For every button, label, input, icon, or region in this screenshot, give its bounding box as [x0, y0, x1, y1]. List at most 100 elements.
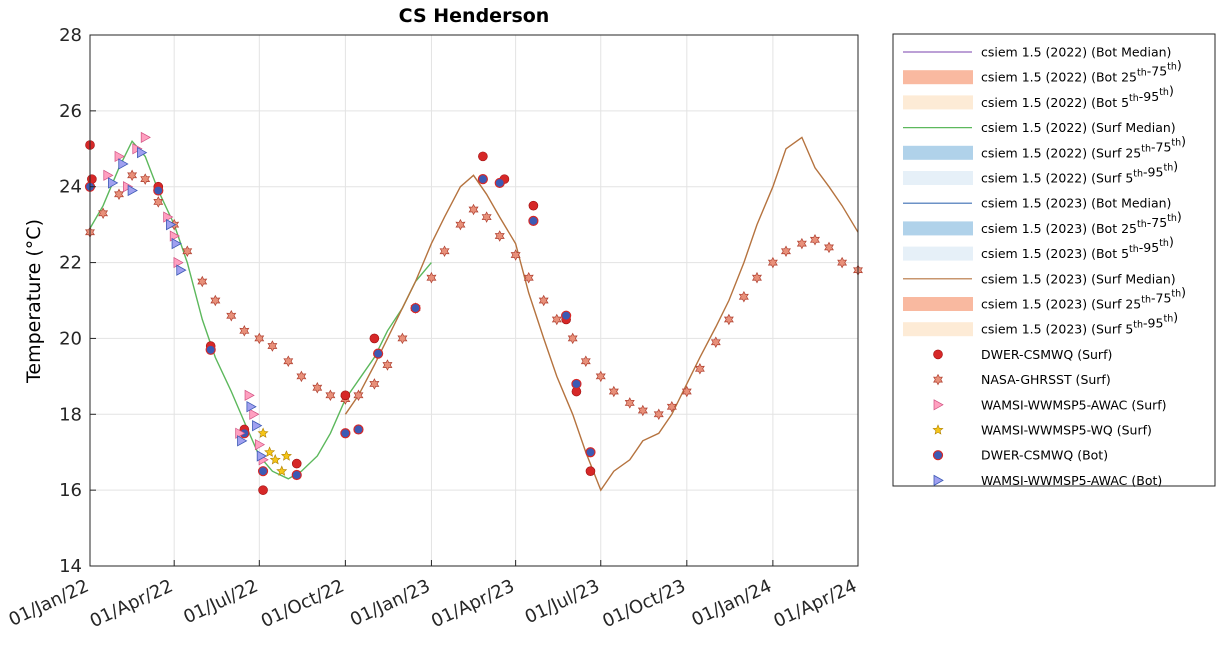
- data-point: [276, 465, 288, 476]
- series-layer: [84, 131, 863, 495]
- data-point: [280, 450, 292, 461]
- data-point: [239, 325, 250, 337]
- legend-label: csiem 1.5 (2023) (Bot Median): [981, 196, 1171, 211]
- series-3: [85, 140, 596, 495]
- data-point: [538, 294, 549, 307]
- legend-entry: WAMSI-WWMSP5-AWAC (Bot): [933, 473, 1162, 488]
- chart-title: CS Henderson: [399, 5, 550, 27]
- legend-entry: csiem 1.5 (2022) (Surf 5th-95th): [903, 159, 1178, 186]
- data-point: [140, 131, 151, 144]
- data-point: [353, 389, 364, 402]
- data-point: [291, 469, 302, 481]
- data-point: [738, 290, 749, 303]
- data-point: [528, 215, 539, 226]
- data-point: [205, 344, 216, 355]
- data-point: [478, 151, 488, 162]
- data-point: [494, 230, 505, 242]
- legend-entry: NASA-GHRSST (Surf): [933, 372, 1111, 387]
- data-point: [256, 450, 268, 462]
- data-point: [269, 454, 281, 465]
- series-7: [257, 427, 292, 476]
- legend-entry: csiem 1.5 (2022) (Bot 25th-75th): [903, 58, 1182, 85]
- y-tick-label: 26: [59, 101, 82, 122]
- data-point: [291, 458, 302, 469]
- data-point: [528, 200, 539, 211]
- data-point: [137, 146, 148, 159]
- data-point: [258, 485, 268, 495]
- data-point: [369, 378, 380, 390]
- legend-entry: csiem 1.5 (2022) (Surf 25th-75th): [903, 133, 1186, 160]
- y-tick-label: 18: [59, 404, 82, 425]
- x-tick-label: 01/Apr/23: [428, 575, 518, 632]
- legend-label: csiem 1.5 (2023) (Surf Median): [981, 271, 1176, 286]
- data-point: [585, 466, 596, 476]
- data-point: [237, 435, 248, 447]
- legend-label: csiem 1.5 (2022) (Surf Median): [981, 120, 1176, 135]
- data-point: [254, 439, 266, 451]
- y-tick-label: 14: [59, 556, 82, 577]
- data-point: [585, 447, 596, 458]
- data-point: [567, 332, 578, 345]
- data-point: [267, 340, 278, 352]
- legend-swatch-band: [903, 145, 973, 160]
- legend-swatch-marker: [933, 474, 944, 487]
- data-point: [751, 271, 762, 284]
- data-point: [694, 363, 705, 375]
- x-tick-label: 01/Oct/23: [599, 575, 689, 632]
- data-point: [824, 241, 834, 254]
- legend-label: csiem 1.5 (2022) (Bot Median): [981, 45, 1171, 60]
- legend-label: csiem 1.5 (2023) (Bot 25th-75th): [981, 209, 1182, 236]
- data-point: [249, 408, 260, 420]
- plot-background: [90, 35, 858, 566]
- grid: [90, 35, 858, 566]
- legend-entry: DWER-CSMWQ (Surf): [933, 347, 1112, 362]
- data-point: [226, 309, 237, 322]
- x-tick-label: 01/Jan/23: [347, 575, 434, 630]
- x-tick-label: 01/Jan/24: [688, 575, 775, 630]
- legend-swatch-band: [903, 297, 973, 311]
- data-point: [767, 256, 778, 269]
- data-point: [653, 408, 664, 421]
- data-point: [153, 185, 164, 196]
- data-point: [340, 428, 351, 439]
- data-point: [523, 271, 534, 284]
- data-point: [257, 427, 269, 438]
- legend-entry: WAMSI-WWMSP5-WQ (Surf): [932, 423, 1152, 438]
- legend-label: WAMSI-WWMSP5-AWAC (Bot): [981, 473, 1162, 488]
- data-point: [325, 389, 336, 402]
- data-point: [171, 237, 182, 250]
- legend-label: DWER-CSMWQ (Bot): [981, 448, 1108, 463]
- legend-swatch-band: [903, 246, 973, 261]
- data-point: [510, 249, 521, 261]
- legend-entry: csiem 1.5 (2022) (Bot Median): [903, 45, 1171, 60]
- legend-label: DWER-CSMWQ (Surf): [981, 347, 1112, 362]
- x-tick-label: 01/Jul/23: [522, 575, 603, 628]
- legend-entry: csiem 1.5 (2022) (Bot 5th-95th): [903, 83, 1174, 110]
- data-point: [108, 177, 119, 189]
- data-point: [439, 245, 450, 257]
- legend-entry: csiem 1.5 (2022) (Surf Median): [903, 120, 1176, 135]
- data-point: [173, 256, 184, 269]
- data-point: [114, 150, 125, 162]
- data-point: [257, 466, 269, 477]
- data-point: [710, 336, 721, 348]
- data-point: [477, 174, 488, 185]
- legend-label: csiem 1.5 (2023) (Bot 5th-95th): [981, 234, 1174, 261]
- data-point: [166, 218, 177, 231]
- y-tick-label: 24: [59, 177, 82, 198]
- data-point: [468, 203, 479, 216]
- data-point: [283, 355, 294, 367]
- legend-swatch-band: [903, 95, 973, 110]
- data-point: [264, 446, 276, 457]
- legend-swatch-marker: [932, 450, 944, 461]
- data-point: [118, 158, 129, 170]
- legend-entry: csiem 1.5 (2023) (Surf 25th-75th): [903, 285, 1186, 312]
- data-point: [244, 389, 255, 401]
- y-tick-label: 28: [59, 25, 82, 46]
- legend-swatch-marker: [933, 349, 943, 360]
- data-point: [681, 385, 692, 398]
- data-point: [426, 271, 437, 284]
- data-point: [382, 359, 393, 371]
